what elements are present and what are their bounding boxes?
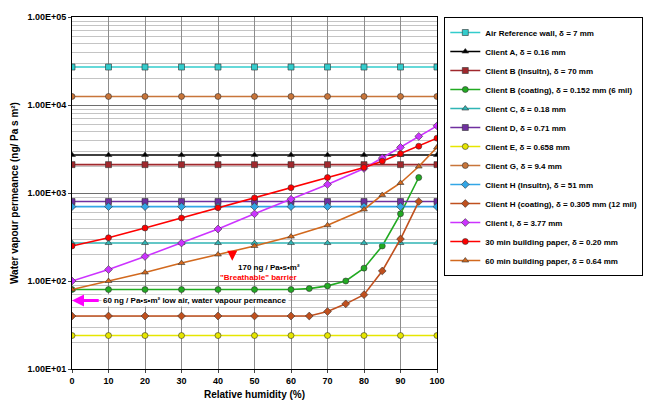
svg-text:Client B (Insultn), δ = 70 mm: Client B (Insultn), δ = 70 mm — [485, 67, 593, 76]
svg-text:Client A, δ = 0.16 mm: Client A, δ = 0.16 mm — [485, 48, 565, 57]
svg-text:0: 0 — [69, 376, 74, 386]
svg-text:60 min building paper, δ = 0.6: 60 min building paper, δ = 0.64 mm — [485, 257, 618, 266]
svg-text:1.00E+01: 1.00E+01 — [27, 364, 66, 374]
svg-text:60 ng / Pa•s•m² low air, water: 60 ng / Pa•s•m² low air, water vapour pe… — [103, 296, 287, 305]
svg-text:40: 40 — [213, 376, 223, 386]
svg-text:Client C, δ = 0.18 mm: Client C, δ = 0.18 mm — [485, 105, 566, 114]
svg-text:"Breathable" barrier: "Breathable" barrier — [220, 273, 297, 282]
svg-text:60: 60 — [286, 376, 296, 386]
svg-text:Client B (coating), δ = 0.152: Client B (coating), δ = 0.152 mm (6 mil) — [485, 86, 632, 95]
svg-text:20: 20 — [140, 376, 150, 386]
svg-text:Client H (Insultn), δ = 51 mm: Client H (Insultn), δ = 51 mm — [485, 181, 593, 190]
svg-text:70: 70 — [322, 376, 332, 386]
svg-text:90: 90 — [395, 376, 405, 386]
svg-text:Client G, δ = 9.4 mm: Client G, δ = 9.4 mm — [485, 162, 562, 171]
svg-text:80: 80 — [359, 376, 369, 386]
svg-text:1.00E+05: 1.00E+05 — [27, 12, 66, 22]
svg-text:170 ng / Pa•s•m²: 170 ng / Pa•s•m² — [238, 263, 300, 272]
svg-text:Client I, δ = 3.77 mm: Client I, δ = 3.77 mm — [485, 219, 562, 228]
svg-text:Water vapour permeance (ng/ Pa: Water vapour permeance (ng/ Pa s m²) — [9, 102, 20, 284]
svg-text:Client E, δ = 0.658 mm: Client E, δ = 0.658 mm — [485, 143, 570, 152]
svg-text:1.00E+03: 1.00E+03 — [27, 188, 66, 198]
svg-text:100: 100 — [429, 376, 444, 386]
svg-text:10: 10 — [103, 376, 113, 386]
svg-text:Air Reference wall, δ = 7 mm: Air Reference wall, δ = 7 mm — [485, 29, 594, 38]
svg-text:1.00E+04: 1.00E+04 — [27, 100, 66, 110]
svg-text:Relative humidity (%): Relative humidity (%) — [204, 389, 305, 400]
svg-text:Client D, δ = 0.71 mm: Client D, δ = 0.71 mm — [485, 124, 566, 133]
svg-text:Client H (coating), δ = 0.305: Client H (coating), δ = 0.305 mm (12 mil… — [485, 200, 637, 209]
svg-text:50: 50 — [249, 376, 259, 386]
svg-text:30 min building paper, δ = 0.2: 30 min building paper, δ = 0.20 mm — [485, 238, 618, 247]
svg-text:1.00E+02: 1.00E+02 — [27, 276, 66, 286]
svg-text:30: 30 — [176, 376, 186, 386]
